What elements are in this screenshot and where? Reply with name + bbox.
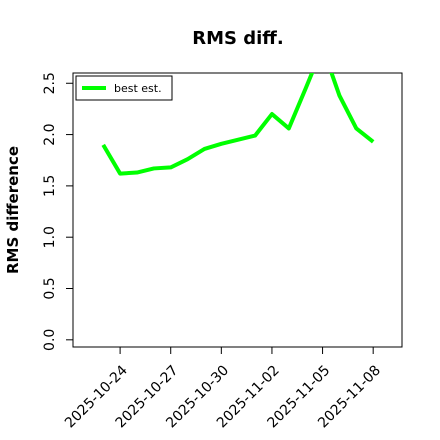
y-tick-label: 2.0 bbox=[42, 123, 58, 145]
y-tick-label: 1.0 bbox=[42, 226, 58, 248]
chart-title: RMS diff. bbox=[192, 28, 283, 49]
y-tick-label: 0.5 bbox=[42, 277, 58, 299]
y-tick-label: 2.5 bbox=[42, 72, 58, 94]
plot-area bbox=[101, 73, 375, 176]
plot-frame bbox=[72, 72, 403, 348]
y-tick-label: 1.5 bbox=[42, 175, 58, 197]
y-tick-label: 0.0 bbox=[42, 329, 58, 351]
y-axis-label: RMS difference bbox=[4, 146, 22, 274]
data-line bbox=[101, 73, 375, 176]
legend-label: best est. bbox=[114, 82, 162, 95]
